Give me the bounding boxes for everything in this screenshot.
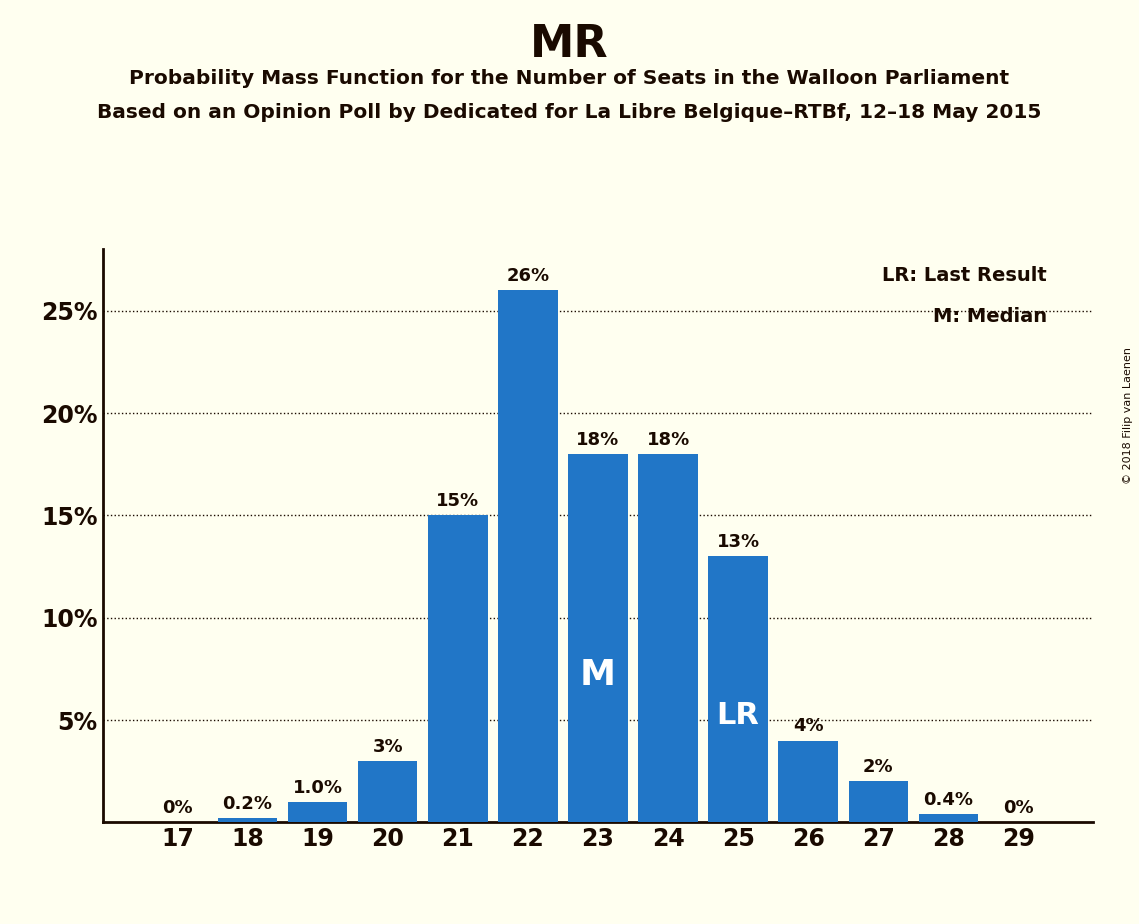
Text: 0%: 0% (162, 799, 192, 817)
Text: 26%: 26% (507, 267, 549, 286)
Text: LR: Last Result: LR: Last Result (882, 266, 1047, 285)
Text: 3%: 3% (372, 738, 403, 756)
Text: LR: LR (716, 701, 760, 731)
Text: M: M (580, 658, 616, 692)
Bar (218, 819, 277, 822)
Bar (919, 814, 978, 822)
Text: 4%: 4% (793, 717, 823, 736)
Text: 18%: 18% (647, 431, 690, 449)
Bar (778, 740, 838, 822)
Text: MR: MR (530, 23, 609, 67)
Bar (428, 516, 487, 822)
Text: 18%: 18% (576, 431, 620, 449)
Text: 0.4%: 0.4% (924, 791, 974, 809)
Bar (498, 290, 558, 822)
Text: Based on an Opinion Poll by Dedicated for La Libre Belgique–RTBf, 12–18 May 2015: Based on an Opinion Poll by Dedicated fo… (97, 103, 1042, 123)
Text: 0%: 0% (1003, 799, 1034, 817)
Bar (288, 802, 347, 822)
Bar (849, 782, 908, 822)
Text: 2%: 2% (863, 759, 894, 776)
Bar (638, 454, 698, 822)
Text: 13%: 13% (716, 533, 760, 552)
Bar (568, 454, 628, 822)
Bar (358, 761, 418, 822)
Bar (708, 556, 768, 822)
Text: M: Median: M: Median (933, 307, 1047, 326)
Text: Probability Mass Function for the Number of Seats in the Walloon Parliament: Probability Mass Function for the Number… (130, 69, 1009, 89)
Text: 15%: 15% (436, 492, 480, 510)
Text: 0.2%: 0.2% (222, 796, 272, 813)
Text: 1.0%: 1.0% (293, 779, 343, 796)
Text: © 2018 Filip van Laenen: © 2018 Filip van Laenen (1123, 347, 1133, 484)
